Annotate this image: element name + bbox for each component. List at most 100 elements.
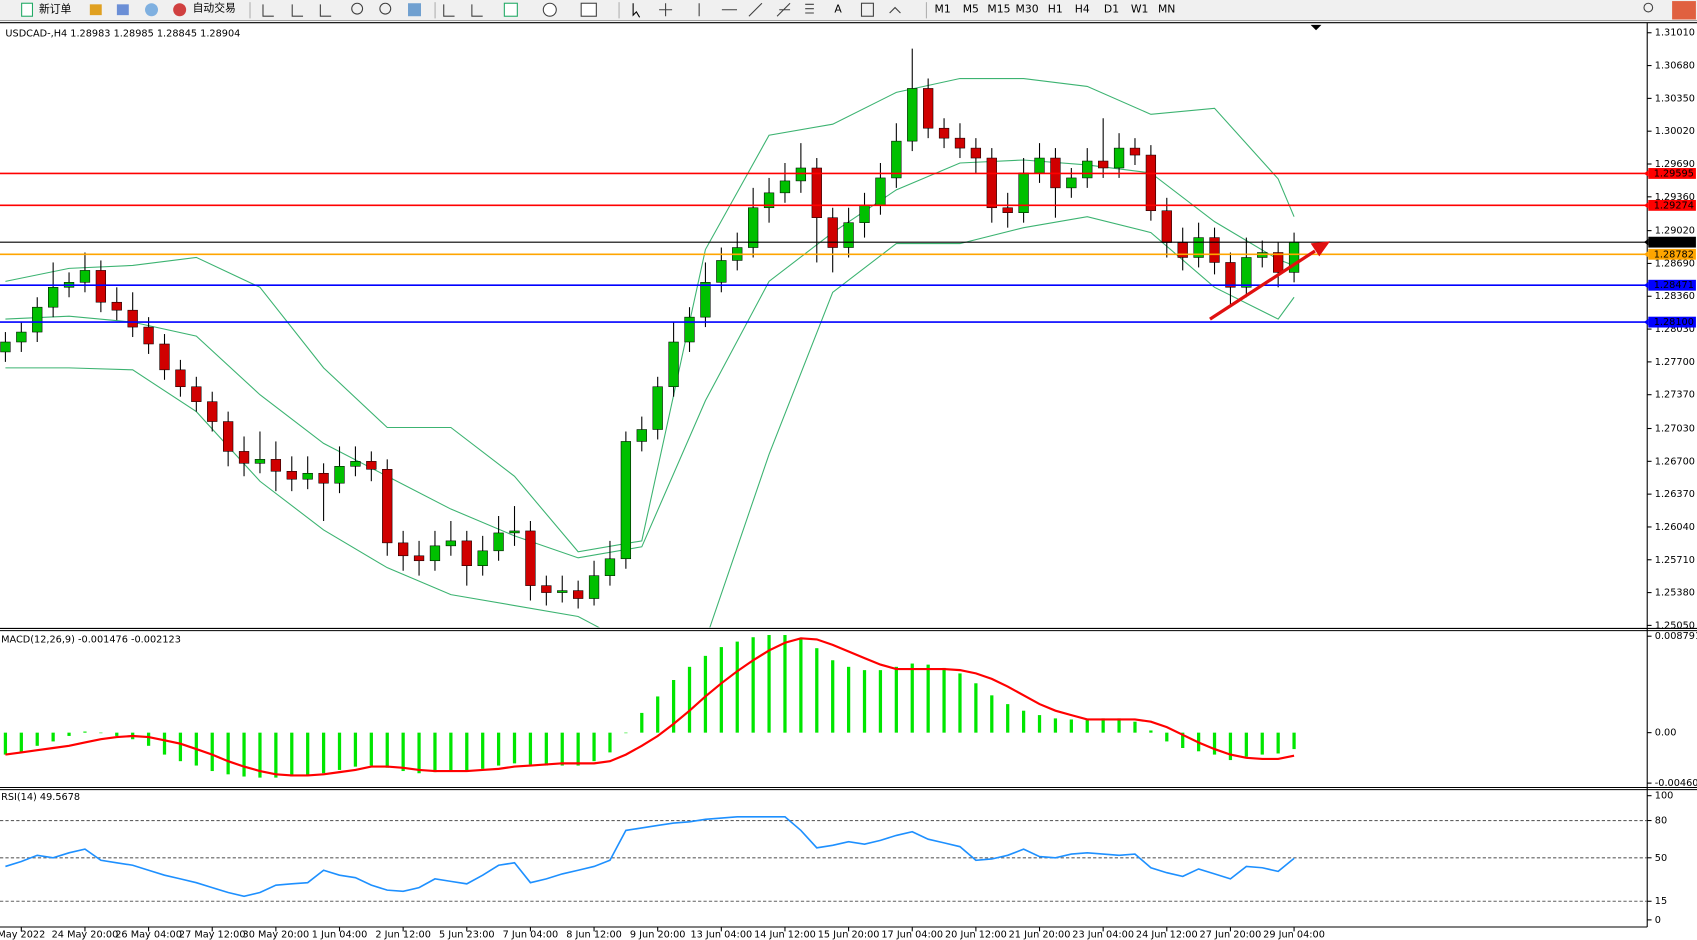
label-tool[interactable] (860, 2, 874, 17)
button-label[interactable]: 自动交易 (193, 1, 236, 15)
candle-body (1034, 157, 1045, 174)
macd-bar (1292, 732, 1296, 750)
crosshair-icon[interactable] (659, 3, 673, 17)
auto-trading-button[interactable]: 自动交易 (173, 1, 236, 17)
macd-bar (846, 666, 851, 733)
timeframe-button[interactable]: M5 (963, 3, 979, 16)
x-tick-label: 5 Jun 23:00 (439, 930, 495, 940)
candle-body (111, 301, 122, 311)
candle-body (1209, 237, 1220, 263)
arrows-tool[interactable] (889, 6, 901, 14)
candle-body (604, 558, 616, 576)
candle-body (238, 451, 250, 464)
level-tag (1648, 316, 1696, 328)
channel-tools[interactable] (776, 2, 814, 17)
macd-bar (99, 732, 103, 734)
candle-body (986, 157, 997, 209)
timeframe-button[interactable]: M1 (935, 3, 951, 16)
candle-body (1129, 147, 1141, 156)
scroll-icons[interactable] (443, 4, 483, 17)
candle-body (1082, 160, 1093, 179)
alert-box[interactable] (1672, 1, 1696, 20)
tile-icon[interactable] (408, 3, 422, 17)
macd-bar (146, 732, 151, 746)
timeframe-button[interactable]: W1 (1131, 3, 1149, 16)
zoom-out[interactable] (379, 2, 392, 15)
candle-body (970, 147, 982, 159)
y-tick-label: 1.30680 (1655, 61, 1695, 72)
candle-body (509, 530, 520, 534)
candle-body (302, 472, 313, 480)
y-tick-label: 1.27370 (1655, 390, 1695, 401)
macd-bar (942, 667, 946, 733)
macd-bar (974, 683, 978, 733)
macd-bar (878, 670, 883, 733)
candle-body (127, 309, 138, 328)
timeframe-button[interactable]: M30 (1016, 3, 1039, 16)
timeframe-button[interactable]: H1 (1048, 3, 1063, 16)
candle-body (159, 343, 170, 371)
icon[interactable] (89, 4, 102, 16)
icon (21, 2, 34, 17)
level-label: 1.28782 (1654, 249, 1694, 260)
candle-body (700, 282, 711, 318)
button-label[interactable]: 新订单 (39, 2, 72, 16)
macd-bar (815, 648, 819, 733)
periods-icon[interactable] (542, 2, 557, 17)
icon[interactable] (116, 4, 129, 16)
level-tag-pointer (1643, 251, 1649, 258)
candle-body (859, 204, 870, 223)
timeframe-button[interactable]: MN (1158, 3, 1175, 16)
candle-body (891, 140, 902, 179)
new-order-button[interactable]: 新订单 (21, 2, 72, 17)
macd-bar (210, 732, 214, 772)
x-tick-label: 23 Jun 04:00 (1072, 930, 1134, 940)
y-tick-label: 1.28030 (1655, 324, 1695, 335)
indicator-title: RSI(14) 49.5678 (1, 792, 80, 803)
macd-bar (910, 663, 914, 733)
macd-bar (178, 732, 183, 762)
templates-icon[interactable] (580, 2, 597, 17)
candle-body (1177, 242, 1188, 258)
candle-body (318, 472, 329, 484)
icon[interactable] (145, 3, 159, 17)
macd-bar (353, 732, 358, 767)
timeframe-button[interactable]: D1 (1104, 3, 1119, 16)
x-tick-label: 27 May 12:00 (179, 930, 246, 940)
candle-body (525, 530, 536, 586)
candle-body (938, 127, 950, 139)
macd-bar (1181, 732, 1185, 749)
indicators-icon[interactable] (503, 2, 518, 17)
y-tick-label: 1.27700 (1655, 357, 1695, 368)
macd-bar (321, 732, 326, 774)
line-tools[interactable] (698, 2, 763, 17)
timeframe-button[interactable]: M15 (987, 3, 1010, 16)
text-tool[interactable]: A (834, 3, 842, 16)
plot-layer: 1.31010 1.30680 1.30350 1.30020 1.29690 1.293… (0, 28, 1697, 940)
search-icon[interactable] (1643, 2, 1654, 13)
macd-bar (306, 732, 310, 776)
x-tick-label: 13 Jun 04:00 (690, 930, 752, 940)
chart-type-icons[interactable] (262, 4, 332, 17)
x-tick-label: 27 Jun 20:00 (1200, 930, 1262, 940)
macd-bar (481, 732, 485, 769)
y-tick-label: 100 (1655, 791, 1674, 802)
macd-bar (528, 732, 533, 765)
candle-body (573, 590, 584, 599)
y-tick-label: 1.29690 (1655, 159, 1695, 170)
candle-body (0, 341, 11, 353)
zoom-in[interactable] (351, 2, 364, 15)
level-tag-pointer (1643, 238, 1649, 246)
candle-body (16, 331, 27, 343)
candle-body (541, 585, 552, 593)
y-tick-label: 1.25380 (1655, 588, 1695, 599)
candle-body (382, 469, 393, 544)
macd-bar (958, 673, 962, 733)
level-tag-pointer (1643, 170, 1649, 177)
macd-bar (496, 732, 501, 766)
timeframe-button[interactable]: H4 (1075, 3, 1090, 16)
macd-bar (1069, 719, 1073, 733)
y-tick-label: 80 (1655, 816, 1667, 827)
cursor-icon[interactable] (632, 3, 641, 18)
